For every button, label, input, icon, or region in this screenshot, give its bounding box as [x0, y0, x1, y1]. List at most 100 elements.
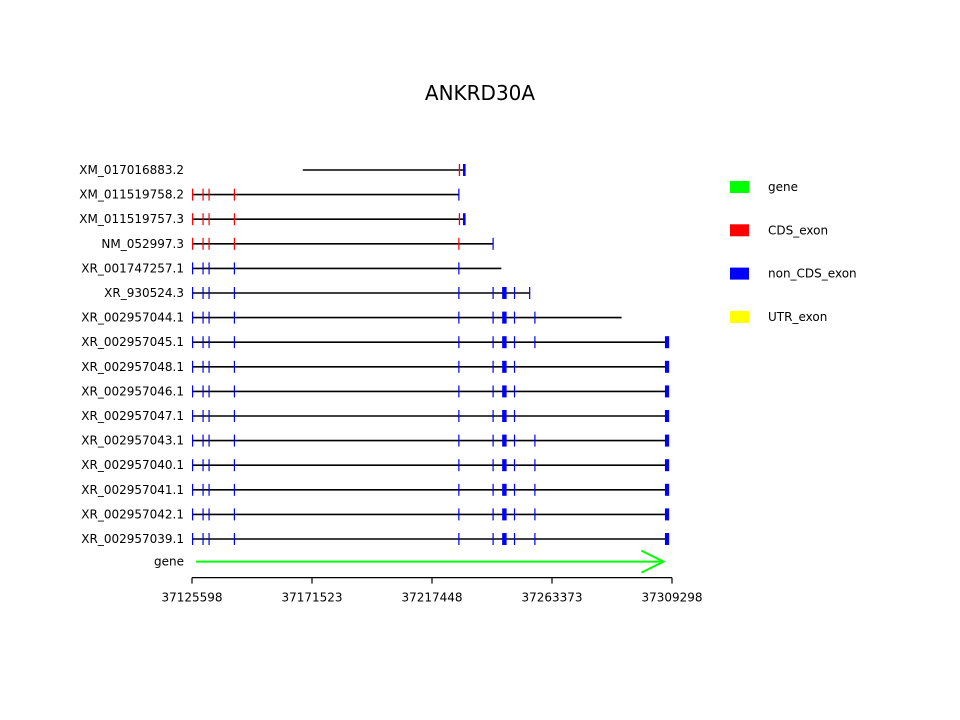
transcript-row: NM_052997.3	[101, 237, 494, 251]
non-cds-exon	[192, 410, 194, 422]
non-cds-exon	[502, 483, 507, 496]
non-cds-exon	[513, 508, 516, 521]
non-cds-exon	[202, 262, 204, 275]
non-cds-exon	[233, 360, 236, 373]
non-cds-exon	[192, 483, 194, 496]
x-tick-label: 37217448	[401, 591, 462, 605]
non-cds-exon	[502, 434, 507, 447]
non-cds-exon	[664, 336, 670, 349]
non-cds-exon	[492, 459, 494, 472]
non-cds-exon	[534, 434, 536, 447]
transcript-label: XR_002957040.1	[81, 458, 184, 472]
non-cds-exon	[202, 311, 204, 324]
non-cds-exon	[502, 410, 507, 422]
non-cds-exon	[458, 410, 460, 422]
non-cds-exon	[513, 410, 516, 422]
non-cds-exon	[513, 483, 516, 496]
non-cds-exon	[202, 434, 204, 447]
legend-swatch	[730, 224, 749, 237]
non-cds-exon	[492, 336, 494, 349]
non-cds-exon	[202, 533, 204, 545]
cds-exon	[202, 237, 204, 250]
non-cds-exon	[529, 287, 531, 299]
transcript-label: XR_002957046.1	[81, 384, 184, 398]
transcript-row: XR_002957040.1	[81, 458, 670, 472]
non-cds-exon	[458, 262, 460, 275]
cds-exon	[202, 213, 204, 226]
cds-exon	[458, 213, 461, 226]
non-cds-exon	[664, 483, 670, 496]
transcript-label: XR_930524.3	[104, 286, 184, 300]
non-cds-exon	[202, 336, 204, 349]
transcript-label: XR_002957042.1	[81, 507, 184, 521]
transcript-label: XM_011519758.2	[79, 188, 184, 202]
x-tick-label: 37125598	[161, 591, 222, 605]
non-cds-exon	[192, 533, 194, 545]
non-cds-exon	[233, 287, 236, 299]
legend-label: non_CDS_exon	[768, 267, 857, 281]
transcript-label: XR_002957041.1	[81, 483, 184, 497]
transcript-row: XR_002957047.1	[81, 409, 670, 423]
non-cds-exon	[458, 188, 460, 201]
transcript-tracks: XM_017016883.2 XM_011519758.2 XM_011519757…	[79, 163, 670, 546]
transcript-row: XR_002957041.1	[81, 483, 670, 497]
non-cds-exon	[458, 483, 460, 496]
chart-title: ANKRD30A	[425, 81, 536, 105]
legend: gene CDS_exon non_CDS_exon UTR_exon	[730, 180, 857, 324]
non-cds-exon	[492, 287, 494, 299]
transcript-row: XR_001747257.1	[81, 261, 502, 275]
non-cds-exon	[534, 311, 536, 324]
transcript-row: XR_002957046.1	[81, 384, 670, 398]
cds-exon	[192, 213, 194, 226]
non-cds-exon	[458, 533, 460, 545]
non-cds-exon	[513, 336, 516, 349]
non-cds-exon	[192, 311, 194, 324]
non-cds-exon	[202, 287, 204, 299]
non-cds-exon	[513, 385, 516, 398]
x-tick-label: 37309298	[641, 591, 702, 605]
transcript-row: XM_011519757.3	[79, 212, 466, 226]
non-cds-exon	[192, 434, 194, 447]
non-cds-exon	[502, 459, 507, 472]
non-cds-exon	[233, 508, 236, 521]
non-cds-exon	[458, 287, 460, 299]
non-cds-exon	[502, 508, 507, 521]
cds-exon	[192, 188, 194, 201]
non-cds-exon	[458, 385, 460, 398]
non-cds-exon	[502, 533, 507, 545]
transcript-label: XR_002957048.1	[81, 360, 184, 374]
non-cds-exon	[202, 385, 204, 398]
non-cds-exon	[458, 508, 460, 521]
non-cds-exon	[458, 311, 460, 324]
non-cds-exon	[208, 385, 210, 398]
cds-exon	[233, 213, 236, 226]
non-cds-exon	[513, 434, 516, 447]
non-cds-exon	[513, 360, 516, 373]
x-axis: 37125598 37171523 37217448 37263373 37309298	[161, 576, 703, 605]
transcript-row: XR_002957042.1	[81, 507, 670, 521]
transcript-label: NM_052997.3	[101, 237, 184, 251]
cds-exon	[208, 188, 210, 201]
non-cds-exon	[492, 360, 494, 373]
non-cds-exon	[202, 459, 204, 472]
non-cds-exon	[233, 533, 236, 545]
non-cds-exon	[233, 459, 236, 472]
transcript-row: XM_011519758.2	[79, 188, 460, 202]
non-cds-exon	[233, 311, 236, 324]
non-cds-exon	[534, 336, 536, 349]
legend-label: gene	[768, 180, 798, 194]
legend-swatch	[730, 181, 749, 193]
non-cds-exon	[502, 385, 507, 398]
transcript-row: XR_002957039.1	[81, 532, 670, 546]
transcript-label: XR_002957045.1	[81, 335, 184, 349]
transcript-row: XR_002957045.1	[81, 335, 670, 349]
cds-exon	[458, 164, 461, 176]
non-cds-exon	[502, 336, 507, 349]
transcript-row: XM_017016883.2	[79, 163, 466, 177]
non-cds-exon	[492, 434, 494, 447]
non-cds-exon	[502, 287, 507, 299]
non-cds-exon	[192, 262, 194, 275]
non-cds-exon	[192, 336, 194, 349]
cds-exon	[233, 188, 236, 201]
non-cds-exon	[664, 508, 670, 521]
